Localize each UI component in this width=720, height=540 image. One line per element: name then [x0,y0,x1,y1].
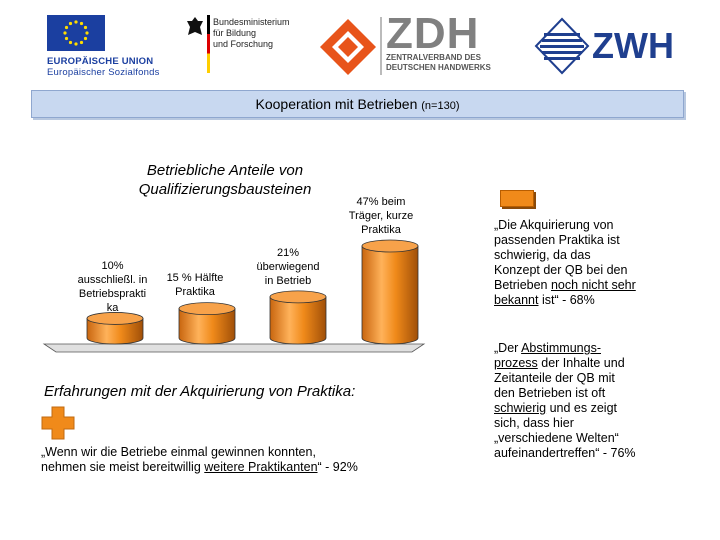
exp-line1: „Wenn wir die Betriebe einmal gewinnen k… [41,445,316,459]
rq2-line2-underlined: prozess [494,356,538,370]
plus-icon [41,406,75,440]
page-title: Kooperation mit Betrieben (n=130) [32,96,683,112]
bar-label-3: 21% überwiegend in Betrieb [248,246,328,288]
zdh-line2: DEUTSCHEN HANDWERKS [386,62,491,72]
bar-label-2: 15 % Hälfte Praktika [155,271,235,299]
bar-4 [361,239,419,345]
zdh-subtitle: ZENTRALVERBAND DES DEUTSCHEN HANDWERKS [386,53,491,72]
bar-label-1-line2: ausschließl. in [77,274,148,286]
rq1-line6-underlined: bekannt [494,293,539,307]
right-quote-1: „Die Akquirierung von passenden Praktika… [494,218,694,308]
eu-flag-icon [47,15,105,51]
bmbf-line2: für Bildung [213,28,257,38]
rq1-line2: passenden Praktika ist [494,233,620,247]
bar-2 [178,302,236,345]
zdh-divider [380,17,382,75]
rq2-line5-post: und es zeigt [546,401,617,415]
bar-label-4-line2: Träger, kurze [348,210,414,222]
orange-marker [500,190,534,207]
bmbf-line3: und Forschung [213,39,274,49]
rq2-line1: „Der Abstimmungs- [494,341,694,356]
bar-label-1-line4: ka [106,302,119,314]
eu-logo-text: EUROPÄISCHE UNION Europäischer Sozialfon… [47,56,160,78]
exp-line2-underlined: weitere Praktikanten [204,460,318,474]
bar-label-1-line3: Betriebsprakti [78,288,147,300]
eu-line2: Europäischer Sozialfonds [47,67,160,78]
bmbf-logo: Bundesministerium für Bildung und Forsch… [185,15,295,75]
rq2-line7: „verschiedene Welten“ [494,431,619,445]
bar-3 [269,290,327,345]
rq2-line8: aufeinandertreffen“ - 76% [494,446,636,460]
rq1-line1: „Die Akquirierung von [494,218,614,232]
eu-line1: EUROPÄISCHE UNION [47,56,154,67]
exp-line2-pre: nehmen sie meist bereitwillig [41,460,205,474]
zdh-emblem-icon [320,19,376,75]
bar-label-4-line3: Praktika [361,224,401,236]
bar-label-4-line1: 47% beim [356,196,406,208]
rq2-line2: prozess der Inhalte und [494,356,694,371]
rq1-line3: schwierig, da das [494,248,591,262]
bar-label-3-line3: in Betrieb [264,275,312,287]
zwh-name: ZWH [592,25,674,66]
title-sample-size: (n=130) [421,100,460,112]
zdh-logo: ZDH ZENTRALVERBAND DES DEUTSCHEN HANDWER… [318,9,518,83]
rq2-line5-underlined: schwierig [494,401,547,415]
bmbf-text: Bundesministerium für Bildung und Forsch… [213,17,290,50]
experience-title: Erfahrungen mit der Akquirierung von Pra… [44,383,356,400]
right-quote-2: „Der Abstimmungs- prozess der Inhalte un… [494,341,694,461]
chart-floor [42,343,426,353]
rq2-line3: Zeitanteile der QB mit [494,371,615,385]
chart-title: Betriebliche Anteile von Qualifizierungs… [138,162,312,198]
zdh-name: ZDH [386,9,480,58]
rq1-line5-underlined: noch nicht sehr [550,278,636,292]
bar-label-1: 10% ausschließl. in Betriebsprakti ka [70,259,155,315]
exp-line2: nehmen sie meist bereitwillig weitere Pr… [41,460,421,475]
eagle-icon [187,17,203,35]
bar-label-4: 47% beim Träger, kurze Praktika [336,195,426,237]
rq2-line1-underlined: Abstimmungs- [521,341,601,355]
rq1-line6: bekannt ist“ - 68% [494,293,694,308]
rq2-line6: sich, dass hier [494,416,574,430]
bar-label-1-line1: 10% [101,260,124,272]
bar-chart [42,239,426,353]
rq1-line6-post: ist“ - 68% [538,293,595,307]
rq1-line4: Konzept der QB bei den [494,263,628,277]
bar-label-3-line1: 21% [276,247,300,259]
bar-label-3-line2: überwiegend [256,261,320,273]
rq2-line1-pre: „Der [494,341,522,355]
zdh-line1: ZENTRALVERBAND DES [386,53,481,62]
zwh-logo: ZWH [532,15,702,80]
eu-logo: EUROPÄISCHE UNION Europäischer Sozialfon… [47,15,172,78]
rq1-line5-pre: Betrieben [494,278,551,292]
rq2-line2-post: der Inhalte und [537,356,625,370]
zwh-emblem-icon [534,17,590,75]
title-main: Kooperation mit Betrieben [255,96,418,112]
bar-label-2-line1: 15 % Hälfte [166,272,224,284]
experience-quote: „Wenn wir die Betriebe einmal gewinnen k… [41,445,421,475]
bar-label-2-line2: Praktika [175,286,215,298]
bar-1 [86,312,144,345]
rq1-line5: Betrieben noch nicht sehr [494,278,694,293]
exp-line2-post: “ - 92% [317,460,358,474]
german-flag-bar [207,15,210,73]
title-bar: Kooperation mit Betrieben (n=130) [31,90,684,118]
rq2-line4: den Betrieben ist oft [494,386,606,400]
rq2-line5: schwierig und es zeigt [494,401,694,416]
bmbf-line1: Bundesministerium [213,17,290,27]
